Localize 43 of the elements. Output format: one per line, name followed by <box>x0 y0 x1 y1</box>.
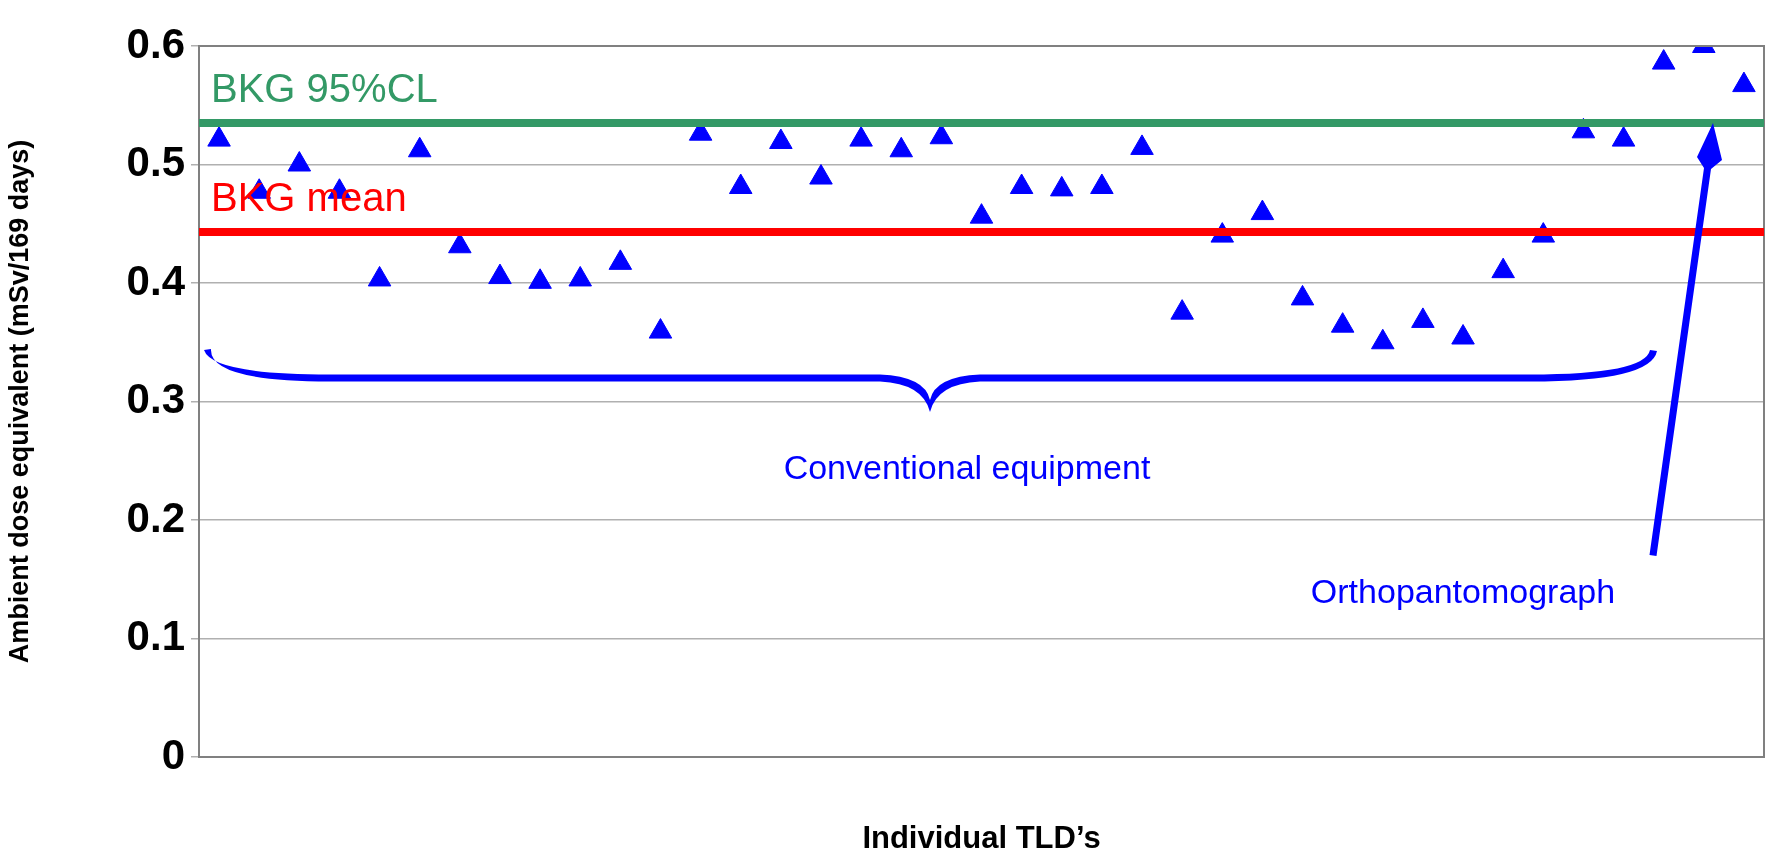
point <box>1130 134 1154 155</box>
point <box>1491 257 1515 279</box>
point <box>1371 328 1395 350</box>
y-tick-label: 0.5 <box>126 138 185 186</box>
point <box>969 203 994 224</box>
point <box>1651 49 1676 70</box>
point <box>849 126 873 147</box>
annotation: Conventional equipment <box>783 447 1151 487</box>
annotation: Orthopantomograph <box>1310 571 1616 611</box>
point <box>648 318 673 339</box>
point <box>207 126 231 147</box>
point <box>889 136 913 158</box>
point <box>287 151 312 172</box>
y-tick-label: 0.2 <box>126 493 185 541</box>
ref-line-label: BKG 95%CL <box>211 66 438 111</box>
point <box>1009 173 1034 195</box>
point <box>1411 307 1435 328</box>
y-tick-label: 0.3 <box>126 375 185 423</box>
point <box>1290 284 1315 306</box>
x-axis-title: Individual TLD’s <box>862 819 1101 855</box>
point <box>1050 175 1074 197</box>
point <box>1451 324 1475 345</box>
point <box>1250 199 1275 221</box>
point <box>568 265 592 287</box>
point <box>1090 173 1114 195</box>
point <box>488 263 512 285</box>
point <box>1732 71 1756 93</box>
point <box>1330 312 1355 333</box>
point <box>1611 126 1636 147</box>
y-tick-label: 0.6 <box>126 19 185 67</box>
y-tick-label: 0.1 <box>126 612 185 660</box>
ref-line-label: BKG mean <box>211 175 407 220</box>
point <box>367 265 392 287</box>
point <box>407 136 432 158</box>
point <box>769 128 793 149</box>
point <box>809 164 833 185</box>
point <box>528 268 552 289</box>
y-axis-title: Ambient dose equivalent (mSv/169 days) <box>3 139 34 664</box>
y-tick-label: 0 <box>161 730 185 778</box>
point <box>1170 299 1194 320</box>
point <box>728 173 753 195</box>
point <box>608 249 633 270</box>
y-tick-label: 0.4 <box>126 256 186 304</box>
